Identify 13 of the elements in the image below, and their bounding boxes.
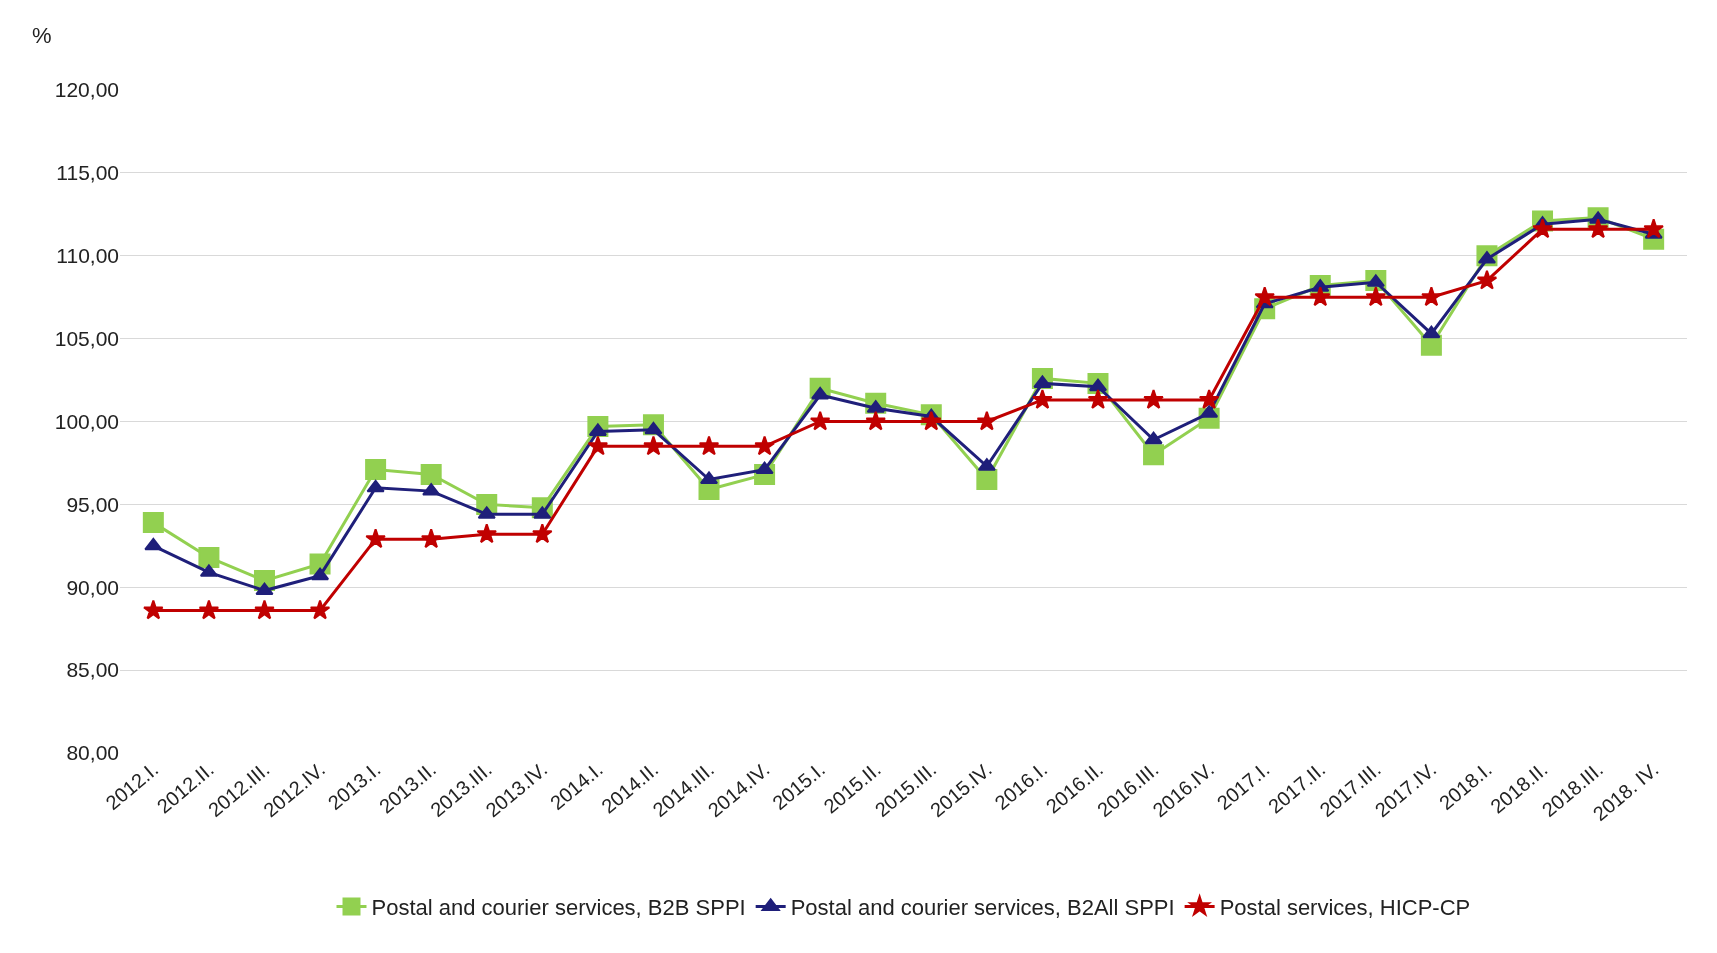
y-tick-label: 100,00 — [54, 409, 119, 433]
y-tick-label: 80,00 — [66, 741, 119, 765]
legend-label: Postal and courier services, B2B SPPI — [371, 894, 746, 920]
y-tick-label: 120,00 — [54, 78, 119, 102]
y-tick-label: 85,00 — [66, 658, 119, 682]
y-axis-title: % — [32, 23, 52, 48]
legend-label: Postal and courier services, B2All SPPI — [790, 894, 1175, 920]
y-tick-label: 95,00 — [66, 492, 119, 516]
y-tick-label: 105,00 — [54, 326, 119, 350]
legend-label: Postal services, HICP-CP — [1219, 894, 1471, 920]
y-tick-label: 115,00 — [56, 161, 119, 185]
y-tick-label: 110,00 — [56, 244, 119, 268]
y-tick-label: 90,00 — [66, 575, 119, 599]
